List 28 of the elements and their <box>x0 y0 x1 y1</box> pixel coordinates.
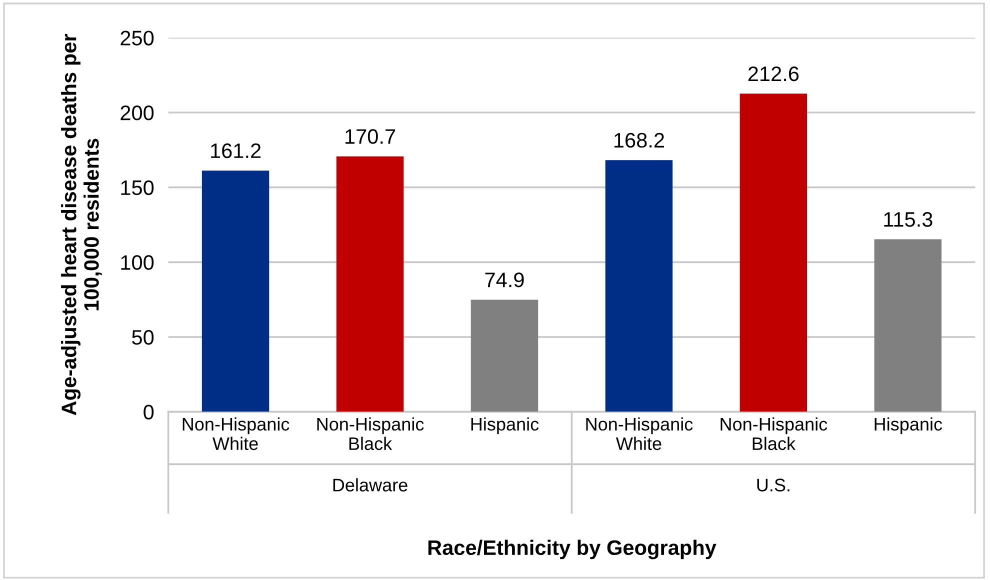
bar <box>470 300 538 412</box>
y-tick-label: 100 <box>121 255 154 270</box>
data-label: 212.6 <box>748 66 799 82</box>
x-tick-label: Non-Hispanic Black <box>317 417 424 450</box>
bar <box>605 160 673 412</box>
x-tick-label: Hispanic <box>874 417 942 434</box>
y-tick-label: 150 <box>121 180 154 196</box>
data-label: 168.2 <box>614 132 664 148</box>
data-label: 161.2 <box>211 143 261 158</box>
y-tick-label: 250 <box>120 30 154 46</box>
x-tick-label: Non-Hispanic Black <box>720 417 828 450</box>
data-label: 115.3 <box>884 212 932 227</box>
y-tick-label: 50 <box>132 330 154 345</box>
text: U.S. <box>757 478 790 492</box>
bar <box>336 156 404 412</box>
y-tick-label: 200 <box>120 106 154 120</box>
x-tick-label: Hispanic <box>471 417 539 434</box>
bar <box>740 94 808 412</box>
x-axis-title: Race/Ethnicity by Geography <box>428 540 716 560</box>
x-tick-label: Non-Hispanic White <box>586 417 693 450</box>
bar <box>874 239 942 412</box>
y-axis-title: Age-adjusted heart disease deaths per 100,000 residents <box>61 34 102 416</box>
y-tick-label: 0 <box>144 404 154 420</box>
data-label: 74.9 <box>485 272 524 288</box>
text: Delaware <box>333 478 408 492</box>
bar <box>202 170 270 412</box>
data-label: 170.7 <box>346 129 396 144</box>
x-tick-label: Non-Hispanic White <box>182 417 290 450</box>
